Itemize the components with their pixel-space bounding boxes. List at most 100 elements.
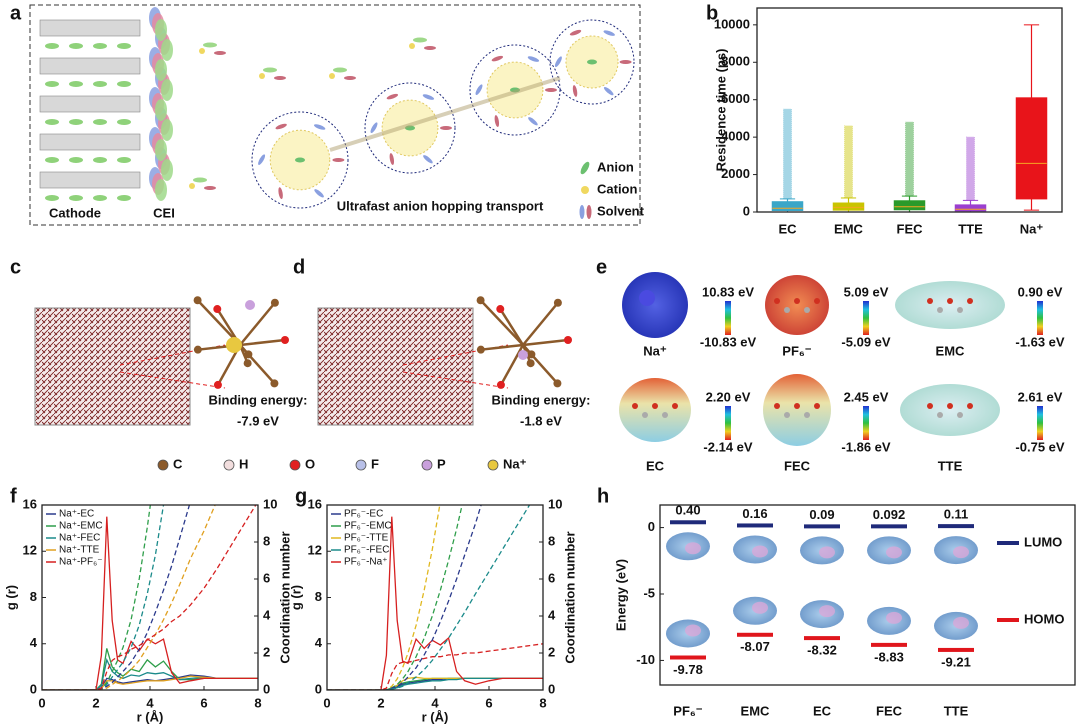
orbital — [752, 601, 768, 614]
decoration — [494, 115, 500, 127]
y-tick-label: 0 — [30, 681, 37, 696]
panel-label: e — [596, 256, 607, 278]
decoration — [409, 43, 415, 49]
outliers — [844, 125, 853, 199]
decoration — [619, 378, 691, 442]
decoration — [1037, 406, 1043, 440]
energy-level — [938, 647, 974, 652]
decoration — [814, 403, 820, 409]
decoration — [947, 298, 953, 304]
esp-min: -1.86 eV — [841, 439, 890, 454]
decoration — [967, 298, 973, 304]
binding-value: -1.8 eV — [520, 413, 562, 428]
decoration — [774, 298, 780, 304]
value-label: 0.11 — [944, 507, 969, 522]
decoration — [213, 305, 222, 314]
plot-frame — [659, 504, 1076, 686]
decoration — [440, 126, 452, 130]
decoration — [93, 119, 107, 125]
decoration — [45, 43, 59, 49]
esp-min: -10.83 eV — [700, 334, 757, 349]
atom-label: H — [239, 456, 248, 471]
x-tick-label: 2 — [377, 695, 384, 710]
decoration — [295, 157, 305, 163]
decoration — [39, 95, 141, 113]
cn-line — [327, 643, 543, 690]
y2-tick-label: 2 — [548, 644, 555, 659]
decoration — [804, 412, 810, 418]
decoration — [937, 307, 943, 313]
decoration — [199, 48, 205, 54]
esp-min: -0.75 eV — [1015, 439, 1064, 454]
value-label: 0.16 — [742, 506, 767, 521]
x-tick-label: 0 — [38, 695, 45, 710]
molecule-name: EC — [646, 458, 665, 473]
decoration — [245, 300, 255, 310]
outliers — [966, 136, 975, 201]
y-tick-label: 8000 — [721, 54, 750, 69]
decoration — [193, 345, 202, 354]
y-axis-label: g (r) — [3, 585, 18, 610]
decoration — [579, 205, 585, 219]
x-tick-label: EC — [813, 703, 832, 718]
cn-line — [42, 505, 191, 690]
y-axis-label: g (r) — [288, 585, 303, 610]
caption: Ultrafast anion hopping transport — [337, 198, 544, 213]
orbital — [953, 616, 969, 629]
legend-swatch — [997, 541, 1019, 545]
rdf-line — [42, 648, 258, 690]
y-tick-label: 10000 — [714, 16, 750, 31]
y-tick-label: 16 — [308, 496, 322, 511]
cathode-label: Cathode — [49, 205, 101, 220]
decoration — [34, 307, 191, 426]
legend-label: PF₆⁻-EC — [344, 509, 383, 520]
y2-axis-label: Coordination number — [277, 531, 292, 663]
value-label: 0.40 — [675, 503, 700, 518]
panel-label: d — [293, 256, 305, 278]
decoration — [774, 403, 780, 409]
decoration — [386, 93, 399, 100]
decoration — [39, 57, 141, 75]
y-tick-label: 4000 — [721, 129, 750, 144]
decoration — [927, 298, 933, 304]
decoration — [527, 350, 536, 359]
decoration — [69, 195, 83, 201]
y2-tick-label: 8 — [548, 533, 555, 548]
atom-swatch — [355, 459, 367, 471]
decoration — [239, 338, 286, 347]
molecule-name: FEC — [784, 458, 811, 473]
decoration — [522, 301, 559, 346]
decoration — [496, 380, 505, 389]
x-tick-label: 0 — [323, 695, 330, 710]
decoration — [117, 157, 131, 163]
x-tick-label: 8 — [254, 695, 261, 710]
panel-label: f — [10, 485, 17, 507]
box — [893, 200, 926, 211]
panel-label: a — [10, 2, 22, 24]
decoration — [522, 338, 569, 347]
decoration — [39, 171, 141, 189]
molecule-name: EMC — [936, 343, 966, 358]
y-tick-label: -5 — [643, 585, 655, 600]
value-label: -8.32 — [807, 643, 837, 658]
decoration — [763, 374, 831, 446]
x-tick-label: 6 — [200, 695, 207, 710]
esp-max: 2.20 eV — [706, 389, 751, 404]
orbital — [685, 624, 701, 637]
x-axis-label: r (Å) — [137, 709, 164, 724]
cei-label: CEI — [153, 205, 175, 220]
molecule-name: PF₆⁻ — [782, 343, 812, 358]
legend-label: PF₆⁻-TTE — [344, 533, 389, 544]
x-tick-label: PF₆⁻ — [673, 703, 703, 718]
decoration — [553, 379, 562, 388]
esp-max: 2.61 eV — [1018, 389, 1063, 404]
energy-level — [737, 523, 773, 528]
energy-level — [670, 655, 706, 660]
orbital — [886, 611, 902, 624]
y-axis-label: Energy (eV) — [613, 559, 628, 631]
value-label: -9.21 — [941, 654, 971, 669]
x-tick-label: 2 — [92, 695, 99, 710]
decoration — [499, 344, 525, 386]
